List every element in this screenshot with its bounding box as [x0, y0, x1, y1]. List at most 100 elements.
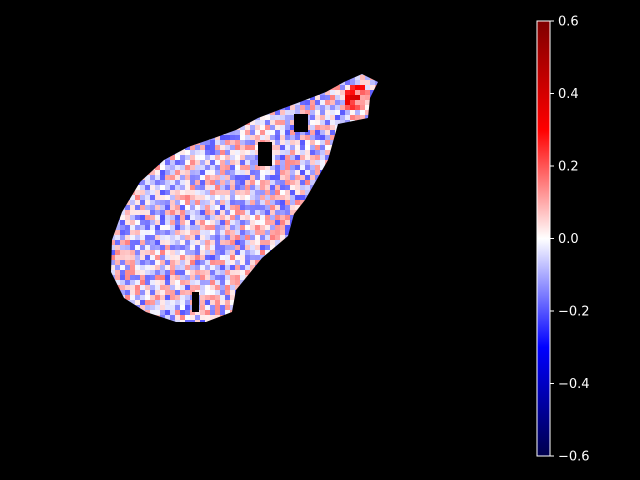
heatmap-cell	[280, 210, 285, 215]
heatmap-cell	[115, 245, 120, 250]
heatmap-cell	[145, 270, 150, 275]
heatmap-cell	[195, 240, 200, 245]
colorbar-tick-label: −0.4	[558, 377, 590, 392]
heatmap-cell	[325, 105, 330, 110]
heatmap-cell	[355, 90, 360, 95]
heatmap-cell	[275, 210, 280, 215]
heatmap-cell	[150, 175, 155, 180]
heatmap-cell	[180, 255, 185, 260]
heatmap-cell	[130, 235, 135, 240]
heatmap-cell	[265, 180, 270, 185]
heatmap-cell	[210, 200, 215, 205]
heatmap-cell	[125, 210, 130, 215]
heatmap-cell	[160, 305, 165, 310]
heatmap-cell	[270, 150, 275, 155]
heatmap-cell	[140, 245, 145, 250]
heatmap-cell	[270, 230, 275, 235]
heatmap-cell	[255, 155, 260, 160]
heatmap-cell	[280, 215, 285, 220]
heatmap-cell	[350, 110, 355, 115]
heatmap-cell	[195, 200, 200, 205]
heatmap-cell	[190, 190, 195, 195]
heatmap-cell	[235, 240, 240, 245]
heatmap-cell	[270, 200, 275, 205]
heatmap-cell	[140, 225, 145, 230]
heatmap-cell	[140, 210, 145, 215]
heatmap-cell	[285, 125, 290, 130]
heatmap-cell	[225, 190, 230, 195]
heatmap-cell	[170, 155, 175, 160]
heatmap-cell	[250, 230, 255, 235]
heatmap-cell	[145, 205, 150, 210]
heatmap-cell	[270, 195, 275, 200]
heatmap-cell	[140, 290, 145, 295]
heatmap-cell	[235, 185, 240, 190]
heatmap-cell	[250, 165, 255, 170]
heatmap-cell	[240, 220, 245, 225]
heatmap-cell	[275, 160, 280, 165]
heatmap-cell	[270, 180, 275, 185]
heatmap-cell	[220, 225, 225, 230]
heatmap-cell	[320, 115, 325, 120]
heatmap-cell	[220, 290, 225, 295]
heatmap-cell	[195, 255, 200, 260]
heatmap-cell	[240, 255, 245, 260]
heatmap-cell	[210, 185, 215, 190]
heatmap-cell	[285, 230, 290, 235]
heatmap-cell	[135, 295, 140, 300]
heatmap-cell	[175, 250, 180, 255]
heatmap-cell	[185, 255, 190, 260]
heatmap-cell	[310, 170, 315, 175]
heatmap-cell	[195, 310, 200, 315]
heatmap-cell	[140, 250, 145, 255]
heatmap-cell	[345, 110, 350, 115]
heatmap-cell	[325, 125, 330, 130]
heatmap-cell	[245, 160, 250, 165]
heatmap-cell	[220, 140, 225, 145]
heatmap-cell	[210, 190, 215, 195]
heatmap-cell	[250, 245, 255, 250]
heatmap-cell	[325, 90, 330, 95]
heatmap-cell	[180, 205, 185, 210]
heatmap-cell	[275, 240, 280, 245]
heatmap-cell	[235, 160, 240, 165]
heatmap-cell	[145, 255, 150, 260]
heatmap-cell	[220, 215, 225, 220]
heatmap-cell	[175, 200, 180, 205]
heatmap-cell	[240, 200, 245, 205]
heatmap-cell	[250, 120, 255, 125]
heatmap-cell	[155, 185, 160, 190]
heatmap-cell	[335, 120, 340, 125]
heatmap-cell	[300, 140, 305, 145]
heatmap-cell	[275, 190, 280, 195]
heatmap-cell	[285, 220, 290, 225]
heatmap-cell	[160, 260, 165, 265]
heatmap-cell	[255, 230, 260, 235]
heatmap-cell	[215, 180, 220, 185]
heatmap-cell	[170, 190, 175, 195]
heatmap-cell	[315, 155, 320, 160]
heatmap-cell	[185, 165, 190, 170]
heatmap-cell	[210, 140, 215, 145]
heatmap-cell	[320, 100, 325, 105]
heatmap-cell	[280, 145, 285, 150]
heatmap-cell	[245, 260, 250, 265]
heatmap-cell	[130, 255, 135, 260]
heatmap-cell	[310, 155, 315, 160]
heatmap-cell	[195, 170, 200, 175]
heatmap-cell	[150, 250, 155, 255]
heatmap-cell	[265, 170, 270, 175]
heatmap-cell	[125, 245, 130, 250]
heatmap-cell	[295, 180, 300, 185]
heatmap-cell	[215, 145, 220, 150]
heatmap-cell	[220, 260, 225, 265]
heatmap-cell	[235, 215, 240, 220]
heatmap-cell	[205, 305, 210, 310]
heatmap-cell	[210, 305, 215, 310]
heatmap-cell	[240, 135, 245, 140]
heatmap-cell	[165, 255, 170, 260]
heatmap-cell	[170, 260, 175, 265]
heatmap-cell	[205, 200, 210, 205]
heatmap-cell	[200, 240, 205, 245]
heatmap-cell	[220, 300, 225, 305]
